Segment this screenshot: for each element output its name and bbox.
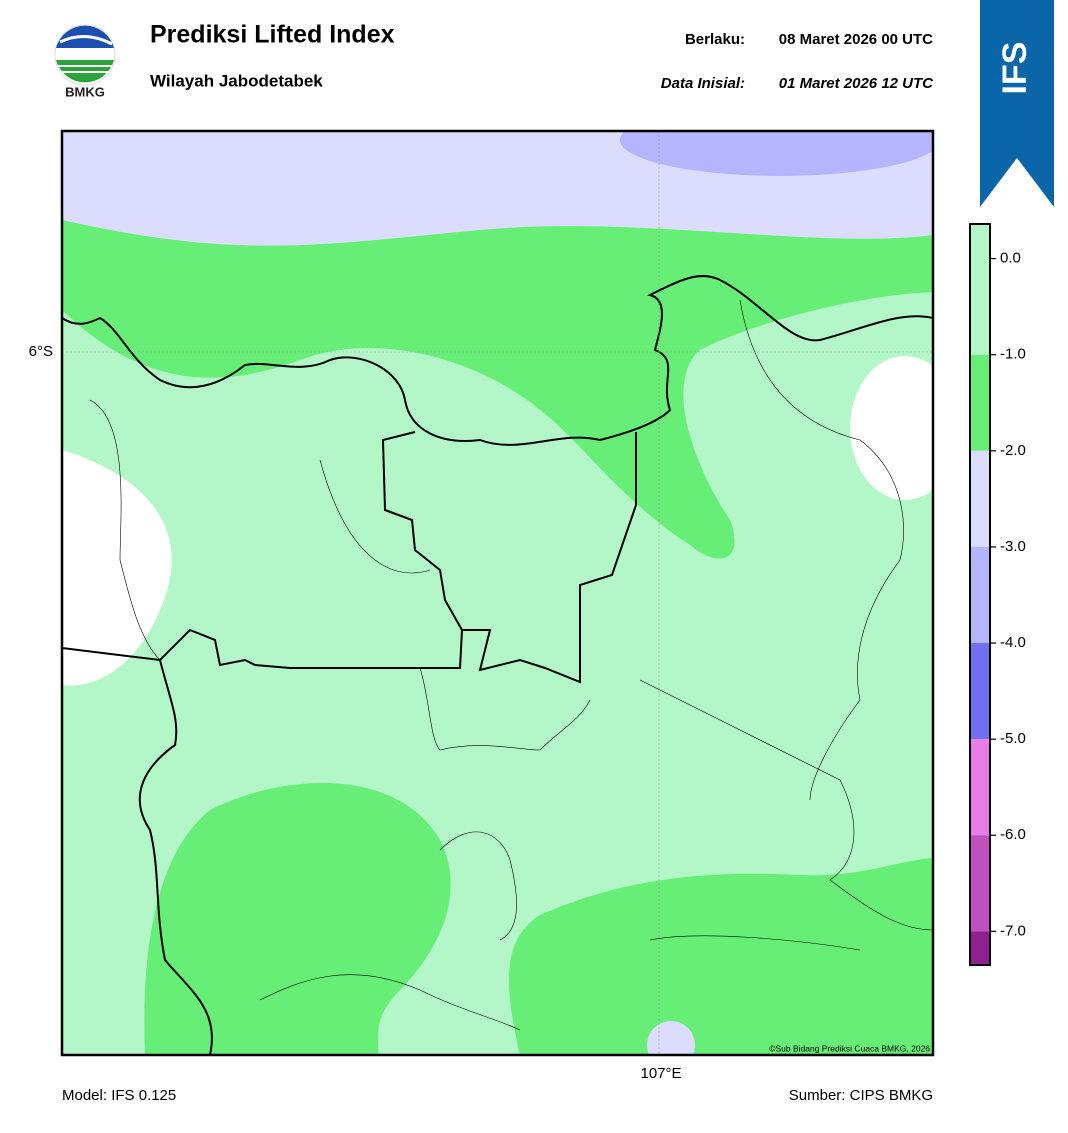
colorbar-tick-label: -2.0 (1000, 442, 1026, 459)
logo: BMKG (54, 24, 116, 99)
colorbar-tick-label: -7.0 (1000, 922, 1026, 939)
colorbar-band (970, 835, 990, 932)
copyright: ©Sub Bidang Prediksi Cuaca BMKG, 2026 (769, 1043, 930, 1053)
colorbar-frame (969, 223, 991, 966)
title: Prediksi Lifted Index (150, 21, 395, 49)
footer-model: Model: IFS 0.125 (62, 1087, 176, 1104)
colorbar-band (970, 450, 990, 547)
colorbar-band (970, 739, 990, 836)
init-time: 01 Maret 2026 12 UTC (779, 75, 934, 92)
model-badge (980, 0, 1054, 207)
colorbar-tick-label: -6.0 (1000, 826, 1026, 843)
colorbar-tick-label: -4.0 (1000, 634, 1026, 651)
colorbar-band (970, 354, 990, 451)
colorbar-band (970, 643, 990, 740)
logo-text: BMKG (65, 84, 105, 99)
map-field (62, 131, 933, 1055)
colorbar-band (970, 224, 990, 355)
model-badge-text: IFS (996, 42, 1034, 95)
valid-label: Berlaku: (685, 31, 745, 48)
lat-label: 6°S (29, 343, 53, 360)
init-label: Data Inisial: (661, 75, 745, 92)
colorbar-tick-label: -5.0 (1000, 730, 1026, 747)
valid-time: 08 Maret 2026 00 UTC (779, 31, 933, 48)
footer-source: Sumber: CIPS BMKG (789, 1087, 933, 1104)
colorbar-tick-label: -3.0 (1000, 538, 1026, 555)
colorbar: 0.0 -1.0 -2.0 -3.0 -4.0 -5.0 -6.0 -7.0 (969, 223, 1026, 966)
colorbar-band (970, 546, 990, 644)
map-frame (60, 129, 935, 1057)
colorbar-tick-label: -1.0 (1000, 346, 1026, 363)
lon-label: 107°E (640, 1065, 681, 1082)
colorbar-tick-label: 0.0 (1000, 250, 1021, 267)
colorbar-band (970, 931, 990, 965)
subtitle: Wilayah Jabodetabek (150, 71, 323, 90)
